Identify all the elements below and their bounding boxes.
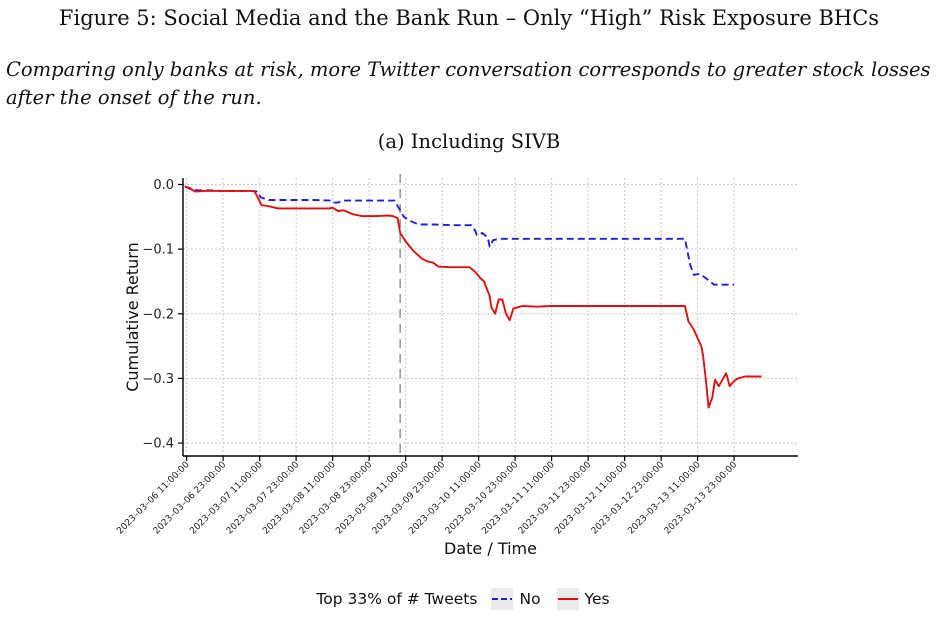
y-axis-title: Cumulative Return: [123, 242, 142, 392]
legend-key-no: [491, 588, 514, 610]
x-tick-label: 2023–03–06 23:00:00: [152, 460, 229, 537]
panel-title: (a) Including SIVB: [377, 130, 561, 153]
x-tick-label: 2023–03–11 23:00:00: [517, 460, 594, 537]
x-tick-label: 2023–03–06 11:00:00: [115, 460, 192, 537]
x-tick-label: 2023–03–12 11:00:00: [553, 460, 630, 537]
series-line-yes: [184, 185, 762, 409]
y-tick-label: −0.1: [142, 243, 174, 258]
legend-label-yes: Yes: [584, 590, 610, 608]
grid-lines: [183, 178, 798, 456]
x-tick-label: 2023–03–08 23:00:00: [298, 460, 375, 537]
legend-title: Top 33% of # Tweets: [316, 590, 478, 608]
series-group: [184, 185, 762, 409]
x-tick-label: 2023–03–09 11:00:00: [334, 460, 411, 537]
figure-title: Figure 5: Social Media and the Bank Run …: [58, 6, 880, 30]
x-axis-title: Date / Time: [444, 539, 537, 558]
y-tick-label: −0.3: [142, 372, 174, 387]
figure-caption: Comparing only banks at risk, more Twitt…: [6, 58, 931, 109]
x-tick-label: 2023–03–10 11:00:00: [407, 460, 484, 537]
x-tick-label: 2023–03–07 23:00:00: [225, 460, 302, 537]
x-tick-label: 2023–03–11 11:00:00: [480, 460, 557, 537]
x-tick-label: 2023–03–07 11:00:00: [188, 460, 265, 537]
x-tick-label: 2023–03–08 11:00:00: [261, 460, 338, 537]
legend-key-yes: [556, 588, 579, 610]
x-tick-label: 2023–03–13 11:00:00: [626, 460, 703, 537]
series-line-no: [184, 185, 735, 286]
legend-label-no: No: [519, 590, 541, 608]
x-tick-label: 2023–03–13 23:00:00: [663, 460, 740, 537]
x-tick-label: 2023–03–12 23:00:00: [590, 460, 667, 537]
y-tick-label: −0.2: [142, 307, 174, 322]
x-tick-label: 2023–03–09 23:00:00: [371, 460, 448, 537]
y-tick-label: 0.0: [153, 178, 174, 193]
legend: Top 33% of # Tweets No Yes: [0, 584, 938, 614]
y-tick-label: −0.4: [142, 437, 174, 452]
x-tick-label: 2023–03–10 23:00:00: [444, 460, 521, 537]
